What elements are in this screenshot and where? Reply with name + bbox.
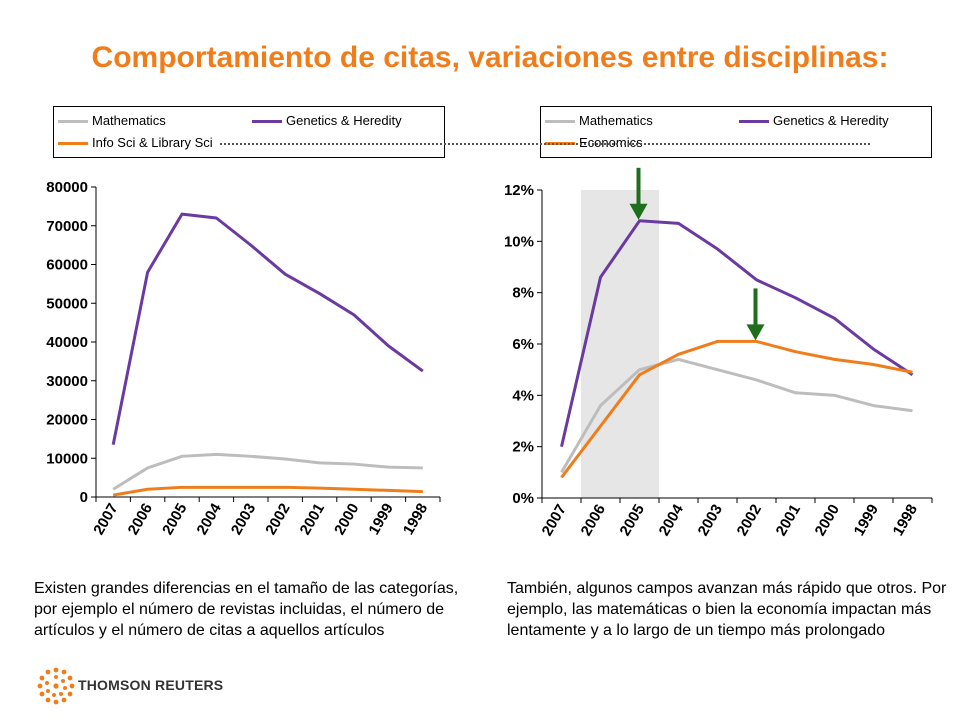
- legend-left: Mathematics Genetics & Heredity Info Sci…: [53, 106, 445, 158]
- y-tick-label: 20000: [46, 412, 88, 429]
- y-tick-label: 80000: [46, 179, 88, 196]
- legend-label-genetics: Genetics & Heredity: [773, 113, 889, 128]
- series-line-genetics: [111, 212, 424, 445]
- x-tick-label: 2004: [193, 500, 225, 538]
- y-tick-label: 6%: [512, 336, 534, 353]
- legend-entry-mathematics: Mathematics: [58, 113, 166, 129]
- y-tick-label: 12%: [504, 182, 534, 199]
- x-tick-label: 1998: [400, 501, 431, 538]
- x-tick-label: 2003: [695, 502, 726, 539]
- caption-left: Existen grandes diferencias en el tamaño…: [34, 580, 459, 639]
- y-tick-label: 60000: [46, 257, 88, 274]
- series-line-mathematics: [560, 357, 913, 474]
- x-tick-label: 2006: [578, 502, 609, 539]
- chart-left: 0 10000 20000 30000 40000 50000 60000 70000 8000…: [46, 179, 441, 538]
- legend-label-genetics: Genetics & Heredity: [286, 113, 402, 128]
- logo-mark-icon: [37, 667, 75, 705]
- x-tick-label: 1999: [851, 502, 882, 539]
- x-tick-label: 2007: [539, 502, 570, 539]
- page-title: Comportamiento de citas, variaciones ent…: [91, 41, 889, 74]
- y-tick-label: 10%: [504, 233, 534, 250]
- y-tick-label: 0%: [512, 490, 534, 507]
- y-tick-label: 2%: [512, 439, 534, 456]
- annotation-arrow-icon: [746, 288, 765, 341]
- y-tick-label: 40000: [46, 334, 88, 351]
- series-line-orange: [560, 339, 913, 479]
- x-tick-label: 2006: [125, 501, 156, 538]
- legend-swatch-mathematics: [545, 120, 575, 124]
- chart-right: 0% 2% 4% 6% 8% 10% 12% 2007 2006 2005 2004 2003 2002…: [504, 167, 933, 539]
- arrow-head: [746, 324, 765, 341]
- legend-label-mathematics: Mathematics: [92, 113, 166, 128]
- y-tick-label: 0: [80, 489, 88, 506]
- annotation-arrow-icon: [629, 167, 648, 220]
- x-tick-label: 2001: [773, 502, 804, 539]
- x-tick-label: 2004: [656, 501, 688, 539]
- y-tick-label: 30000: [46, 373, 88, 390]
- x-tick-label: 2005: [617, 502, 648, 539]
- legend-swatch-mathematics: [58, 120, 88, 124]
- x-tick-label: 2001: [297, 501, 328, 538]
- arrow-head: [629, 203, 648, 220]
- series-line-mathematics: [112, 452, 423, 491]
- y-tick-label: 8%: [512, 285, 534, 302]
- dotted-divider: [220, 143, 870, 145]
- x-tick-label: 1999: [365, 501, 396, 538]
- legend-entry-info-sci: Info Sci & Library Sci: [58, 135, 213, 151]
- y-tick-label: 10000: [46, 450, 88, 467]
- x-tick-label: 2000: [331, 501, 362, 538]
- y-tick-label: 50000: [46, 295, 88, 312]
- legend-entry-genetics: Genetics & Heredity: [739, 113, 889, 129]
- x-tick-label: 2007: [90, 501, 121, 538]
- series-line-orange: [112, 485, 423, 497]
- x-tick-label: 1998: [890, 502, 921, 539]
- legend-label-mathematics: Mathematics: [579, 113, 653, 128]
- y-tick-label: 70000: [46, 218, 88, 235]
- x-tick-label: 2002: [734, 502, 765, 539]
- series-line-genetics: [560, 219, 914, 448]
- legend-label-info-sci: Info Sci & Library Sci: [92, 135, 213, 150]
- x-tick-label: 2003: [228, 501, 259, 538]
- y-tick-label: 4%: [512, 387, 534, 404]
- legend-entry-mathematics: Mathematics: [545, 113, 653, 129]
- legend-label-economics: Economics: [579, 135, 643, 150]
- shaded-period: [581, 190, 659, 498]
- x-tick-label: 2000: [812, 502, 843, 539]
- legend-swatch-genetics: [252, 120, 282, 124]
- legend-right: Mathematics Genetics & Heredity Economic…: [540, 106, 932, 158]
- logo-text: THOMSON REUTERS: [78, 677, 224, 693]
- legend-swatch-genetics: [739, 120, 769, 124]
- legend-swatch-info-sci: [58, 142, 88, 146]
- x-tick-label: 2002: [262, 501, 293, 538]
- caption-right: También, algunos campos avanzan más rápi…: [507, 580, 947, 639]
- thomson-reuters-logo: THOMSON REUTERS: [36, 664, 236, 708]
- x-tick-label: 2005: [159, 501, 190, 538]
- legend-entry-genetics: Genetics & Heredity: [252, 113, 402, 129]
